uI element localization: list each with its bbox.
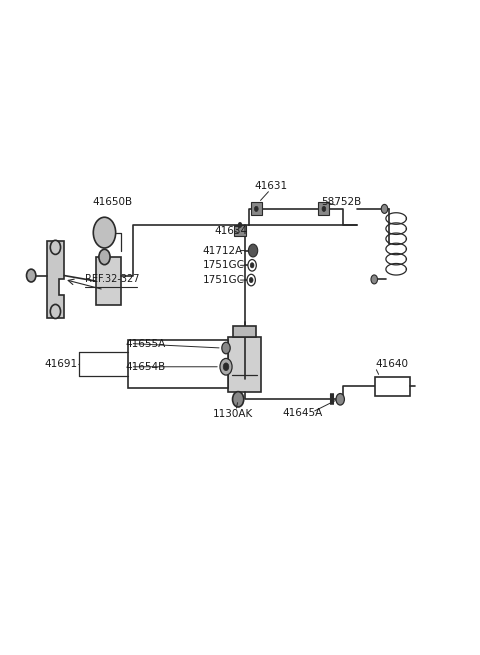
Circle shape (232, 392, 244, 407)
Text: 41634: 41634 (215, 227, 248, 236)
Circle shape (248, 244, 258, 257)
Text: 1751GC: 1751GC (203, 260, 245, 271)
Text: 41645A: 41645A (282, 409, 322, 419)
Circle shape (223, 363, 229, 371)
Circle shape (248, 259, 256, 271)
Bar (228, 337, 261, 392)
Polygon shape (47, 241, 64, 318)
Circle shape (93, 217, 116, 248)
Text: 41654B: 41654B (126, 362, 166, 372)
Text: 41712A: 41712A (203, 246, 243, 255)
Circle shape (26, 269, 36, 282)
Text: REF.32-327: REF.32-327 (85, 274, 140, 284)
Circle shape (322, 206, 326, 212)
Circle shape (238, 222, 242, 227)
Circle shape (336, 394, 345, 405)
Text: 58752B: 58752B (322, 198, 362, 208)
Circle shape (247, 274, 255, 286)
Circle shape (222, 343, 230, 354)
Text: 41650B: 41650B (93, 198, 133, 208)
Text: 41655A: 41655A (126, 339, 166, 348)
Bar (96, 257, 121, 305)
Text: 41631: 41631 (254, 181, 287, 191)
Text: 1130AK: 1130AK (213, 409, 253, 419)
Circle shape (50, 305, 60, 318)
Circle shape (99, 250, 110, 265)
Circle shape (371, 275, 377, 284)
Text: 41691: 41691 (44, 360, 77, 369)
Circle shape (249, 278, 253, 282)
Circle shape (381, 204, 388, 214)
Bar (234, 225, 246, 236)
Bar (375, 377, 410, 396)
Text: 41640: 41640 (375, 359, 408, 369)
Bar (318, 202, 329, 215)
Text: 1751GC: 1751GC (203, 275, 245, 285)
Bar (233, 326, 256, 337)
Circle shape (250, 263, 254, 268)
Bar (251, 202, 262, 215)
Bar (128, 341, 228, 388)
Circle shape (254, 206, 258, 212)
Circle shape (220, 358, 232, 375)
Circle shape (50, 240, 60, 254)
